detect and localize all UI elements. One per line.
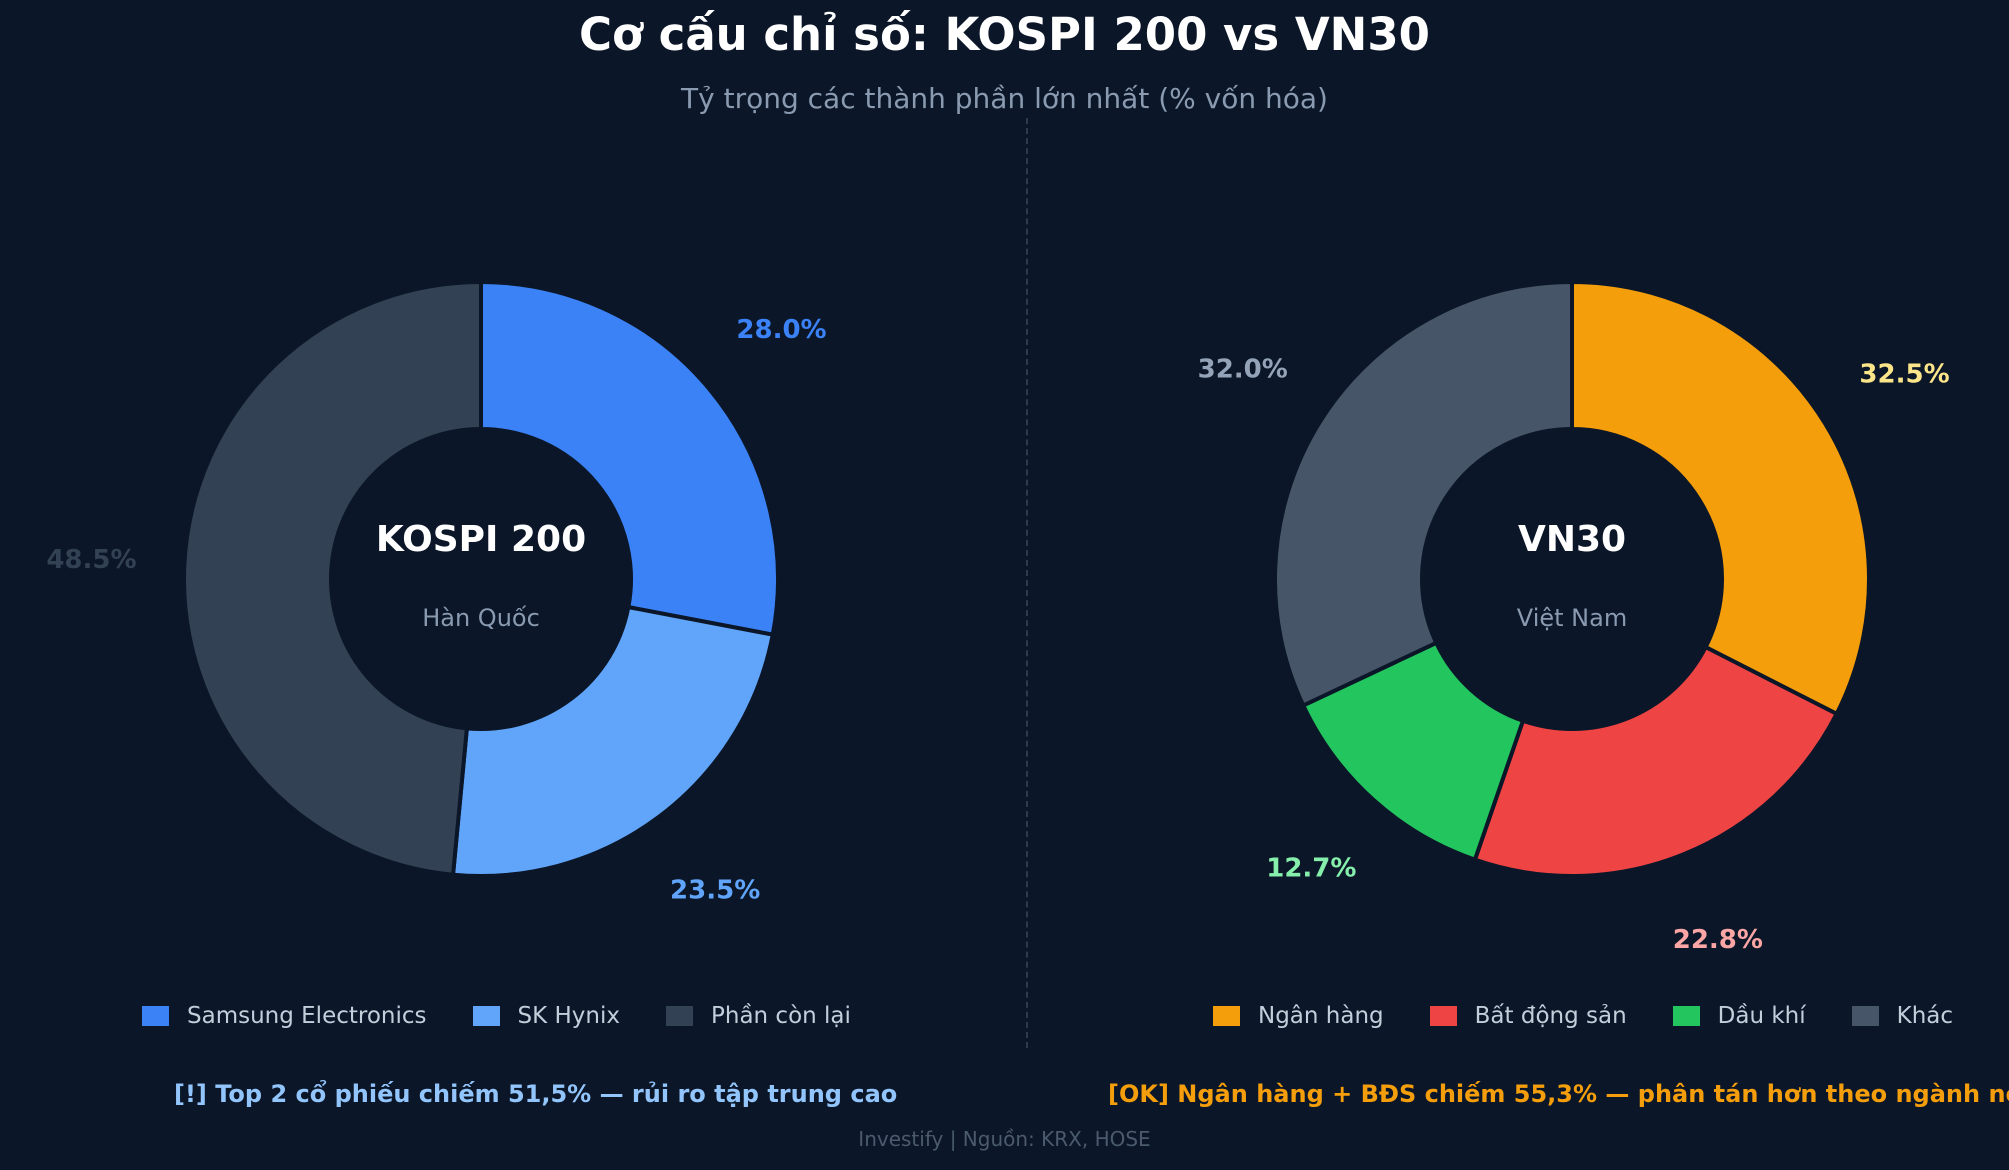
legend-item-samsung-electronics: Samsung Electronics (142, 1003, 427, 1029)
center-title: KOSPI 200 (376, 519, 586, 560)
slice-ngan-hang (1570, 279, 1871, 717)
panel-divider (1026, 118, 1028, 1048)
center-title: VN30 (1518, 519, 1626, 560)
legend-kospi: Samsung Electronics SK Hynix Phần còn lại (142, 1003, 851, 1029)
legend-swatch (472, 1006, 500, 1026)
legend-swatch (1672, 1006, 1700, 1026)
legend-item-sk-hynix: SK Hynix (472, 1003, 620, 1029)
legend-label: Ngân hàng (1258, 1003, 1384, 1029)
slice-phan-con-lai (181, 279, 483, 877)
legend-label: Bất động sản (1474, 1003, 1627, 1029)
slice-khac (1273, 279, 1574, 709)
legend-label: SK Hynix (517, 1003, 620, 1029)
legend-label: Dầu khí (1717, 1003, 1806, 1029)
data-label-phan-con-lai: 48.5% (46, 545, 136, 575)
legend-swatch (666, 1006, 693, 1026)
slice-dau-khi (1300, 640, 1526, 863)
chart-title: Cơ cấu chỉ số: KOSPI 200 vs VN30 (579, 8, 1430, 61)
data-label-khac: 32.0% (1198, 355, 1288, 385)
legend-item-dau-khi: Dầu khí (1672, 1003, 1806, 1029)
footer-source: Investify | Nguồn: KRX, HOSE (858, 1127, 1151, 1151)
data-label-dau-khi: 12.7% (1266, 854, 1356, 884)
center-subtitle: Việt Nam (1517, 604, 1627, 632)
chart-subtitle: Tỷ trọng các thành phần lớn nhất (% vốn … (681, 82, 1328, 115)
slice-samsung-electronics (479, 279, 780, 637)
legend-item-phan-con-lai: Phần còn lại (666, 1003, 851, 1029)
legend-label: Samsung Electronics (187, 1003, 427, 1029)
note-vn30: [OK] Ngân hàng + BĐS chiếm 55,3% — phân … (1108, 1080, 2009, 1108)
legend-swatch (142, 1006, 169, 1026)
legend-label: Khác (1896, 1003, 1954, 1029)
legend-swatch (1429, 1006, 1457, 1026)
legend-item-bat-dong-san: Bất động sản (1429, 1003, 1627, 1029)
legend-swatch (1851, 1006, 1879, 1026)
note-kospi: [!] Top 2 cổ phiếu chiếm 51,5% — rủi ro … (174, 1080, 898, 1108)
legend-item-ngan-hang: Ngân hàng (1213, 1003, 1384, 1029)
center-subtitle: Hàn Quốc (422, 604, 540, 632)
data-label-ngan-hang: 32.5% (1859, 360, 1949, 390)
data-label-samsung-electronics: 28.0% (736, 315, 826, 345)
legend-swatch (1213, 1006, 1240, 1026)
legend-label: Phần còn lại (711, 1003, 851, 1029)
legend-vn30: Ngân hàng Bất động sản Dầu khí Khác (1213, 1003, 1953, 1029)
slice-bat-dong-san (1472, 644, 1840, 879)
data-label-bat-dong-san: 22.8% (1673, 925, 1763, 955)
slice-sk-hynix (450, 604, 776, 878)
legend-item-khac: Khác (1851, 1003, 1954, 1029)
data-label-sk-hynix: 23.5% (670, 875, 760, 905)
